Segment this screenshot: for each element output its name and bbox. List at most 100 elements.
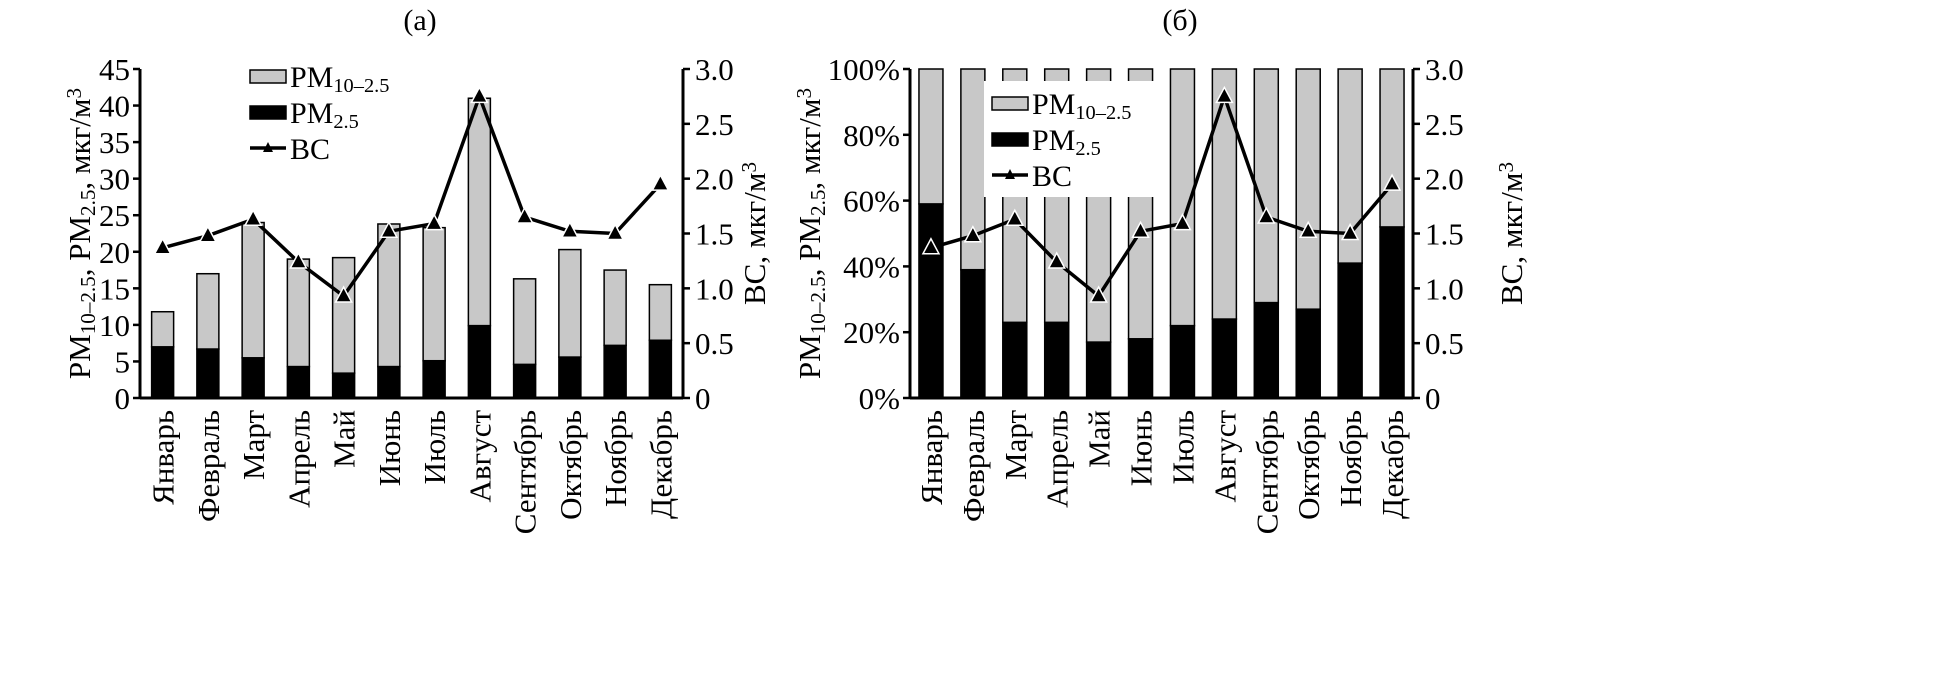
x-tick-label: Апрель bbox=[1040, 410, 1075, 508]
chart-b: (б) 0% 20% 40% 60% 80% 100% 0 0.5 1.0 1.5 2.0 2.5 3.0… bbox=[792, 4, 1529, 534]
bar-pm10-25 bbox=[1169, 68, 1196, 327]
bar-pm25 bbox=[1337, 262, 1363, 399]
x-tick-label: Октябрь bbox=[553, 410, 588, 520]
bar-pm25 bbox=[648, 339, 673, 399]
bc-point-triangle bbox=[560, 220, 580, 239]
y-axis-title-part: 10–2.5 bbox=[806, 276, 830, 334]
bar-pm25 bbox=[1043, 321, 1070, 399]
x-tick-label: Июль bbox=[417, 410, 452, 484]
bar-pm25 bbox=[286, 365, 311, 399]
bc-point-triangle bbox=[198, 225, 218, 243]
bc-point-triangle bbox=[1173, 213, 1192, 231]
y-axis-title-part: 10–2.5 bbox=[76, 276, 100, 334]
x-tick-label: Февраль bbox=[191, 410, 226, 522]
y2-tick-label: 2.0 bbox=[1425, 162, 1464, 197]
bar-pm10-25 bbox=[286, 258, 311, 368]
bc-point-triangle bbox=[1382, 173, 1402, 191]
bar-pm25 bbox=[467, 324, 492, 399]
y2-axis-title: BC, мкг/м3 bbox=[737, 162, 772, 305]
y-tick-label: 25 bbox=[99, 198, 130, 233]
x-tick-label: Ноябрь bbox=[598, 410, 633, 507]
bar-pm25 bbox=[1379, 226, 1405, 399]
chart-title: (б) bbox=[1162, 4, 1197, 37]
legend-label-part: 10–2.5 bbox=[333, 75, 389, 97]
y2-tick-label: 0.5 bbox=[695, 326, 734, 361]
legend-swatch bbox=[249, 105, 287, 120]
chart-title: (а) bbox=[403, 4, 436, 37]
legend-label: BC bbox=[1032, 160, 1072, 193]
legend-label-part: 10–2.5 bbox=[1075, 102, 1131, 124]
bar-pm25 bbox=[422, 359, 446, 399]
legend-label: PM2.5 bbox=[290, 97, 359, 133]
bar-pm25 bbox=[1211, 318, 1238, 399]
bc-point-triangle bbox=[334, 285, 353, 303]
y-tick-label: 20% bbox=[843, 315, 900, 350]
y2-axis-title: BC, мкг/м3 bbox=[1494, 162, 1529, 305]
bar-pm25 bbox=[377, 365, 401, 399]
x-tick-label: Июнь bbox=[1124, 410, 1159, 486]
bar-pm25 bbox=[1169, 324, 1196, 399]
x-tick-label: Июнь bbox=[372, 410, 407, 486]
y2-axis-title-part: BC, мкг/м bbox=[737, 173, 772, 305]
bar-pm25 bbox=[150, 346, 175, 399]
x-tick-label: Январь bbox=[146, 410, 181, 505]
bc-point-triangle bbox=[1131, 220, 1150, 239]
bar-pm10-25 bbox=[467, 97, 492, 327]
y2-axis-title-part: 3 bbox=[1494, 162, 1518, 173]
y-axis-title-part: 3 bbox=[62, 88, 86, 99]
bc-point-triangle bbox=[605, 222, 625, 241]
bar-pm10-25 bbox=[1295, 68, 1321, 310]
x-tick-label: Ноябрь bbox=[1333, 410, 1368, 507]
legend-label: BC bbox=[290, 133, 330, 166]
y2-tick-label: 0 bbox=[695, 381, 711, 416]
bc-point-triangle bbox=[1298, 220, 1318, 239]
y2-tick-label: 3.0 bbox=[695, 52, 734, 87]
y-tick-label: 40 bbox=[99, 89, 130, 124]
y2-tick-label: 1.5 bbox=[1425, 217, 1464, 252]
legend-label-part: PM bbox=[290, 61, 333, 94]
x-tick-label: Сентябрь bbox=[508, 410, 543, 534]
y-axis-title-part: , PM bbox=[62, 216, 97, 276]
y-tick-label: 5 bbox=[115, 344, 131, 379]
y-axis-title-part: 2.5 bbox=[806, 190, 830, 216]
legend-swatch bbox=[991, 96, 1029, 111]
legend-label-part: PM bbox=[1032, 88, 1075, 121]
y2-axis-title-part: BC, мкг/м bbox=[1494, 173, 1529, 305]
bar-pm10-25 bbox=[150, 310, 175, 348]
bar-pm25 bbox=[512, 363, 537, 399]
y-axis-title-part: PM bbox=[792, 334, 827, 379]
y2-tick-label: 0 bbox=[1425, 381, 1441, 416]
legend-label: PM2.5 bbox=[1032, 124, 1101, 160]
legend-triangle-icon bbox=[1005, 169, 1015, 179]
y-axis-title-part: , мкг/м bbox=[792, 98, 827, 189]
legend-swatch bbox=[991, 132, 1029, 147]
bar-pm10-25 bbox=[1253, 68, 1280, 304]
bc-point-triangle bbox=[1257, 206, 1276, 224]
y-axis-title-part: , мкг/м bbox=[62, 98, 97, 189]
y-tick-label: 45 bbox=[99, 52, 130, 87]
legend-label: PM10–2.5 bbox=[1032, 88, 1131, 124]
bar-pm25 bbox=[241, 357, 265, 399]
y-tick-label: 0 bbox=[115, 381, 131, 416]
legend-label-part: PM bbox=[1032, 124, 1075, 157]
y-tick-label: 10 bbox=[99, 308, 130, 343]
bc-point-triangle bbox=[1005, 208, 1025, 226]
bc-line bbox=[162, 91, 662, 299]
bc-point-triangle bbox=[379, 220, 399, 239]
legend-label-part: 2.5 bbox=[333, 111, 359, 133]
bc-point-triangle bbox=[1047, 251, 1066, 269]
y-axis-title: PM10–2.5, PM2.5, мкг/м3 bbox=[792, 88, 831, 379]
y-tick-label: 0% bbox=[859, 381, 900, 416]
bar-pm25 bbox=[603, 344, 627, 399]
x-tick-label: Январь bbox=[914, 410, 949, 505]
bc-point-triangle bbox=[921, 237, 941, 255]
legend-label-part: BC bbox=[1032, 160, 1072, 193]
y-tick-label: 20 bbox=[99, 235, 130, 270]
x-tick-label: Март bbox=[236, 410, 271, 480]
y2-axis-title-part: 3 bbox=[737, 162, 761, 173]
x-tick-label: Апрель bbox=[281, 410, 316, 508]
legend-label-part: BC bbox=[290, 133, 330, 166]
bar-pm25 bbox=[196, 348, 220, 399]
bar-pm25 bbox=[960, 268, 986, 399]
